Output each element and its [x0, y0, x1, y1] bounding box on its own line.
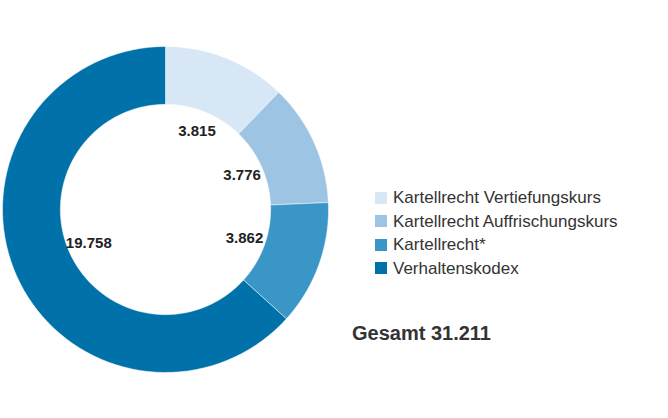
html-text:Verhaltenskodex: Verhaltenskodex: [393, 258, 519, 278]
html-text:Kartellrecht Auffrischungskurs: Kartellrecht Auffrischungskurs: [393, 211, 618, 231]
html-text:Gesamt 31.211: Gesamt 31.211: [352, 322, 491, 344]
svg-text:3.776: 3.776: [223, 166, 261, 183]
html-text:Kartellrecht Vertiefungskurs: Kartellrecht Vertiefungskurs: [393, 188, 601, 207]
html-text:Kartellrecht*: Kartellrecht*: [393, 235, 486, 254]
svg-text:19.758: 19.758: [66, 234, 112, 251]
svg-text:3.815: 3.815: [178, 122, 216, 139]
svg-text:3.862: 3.862: [226, 229, 264, 246]
